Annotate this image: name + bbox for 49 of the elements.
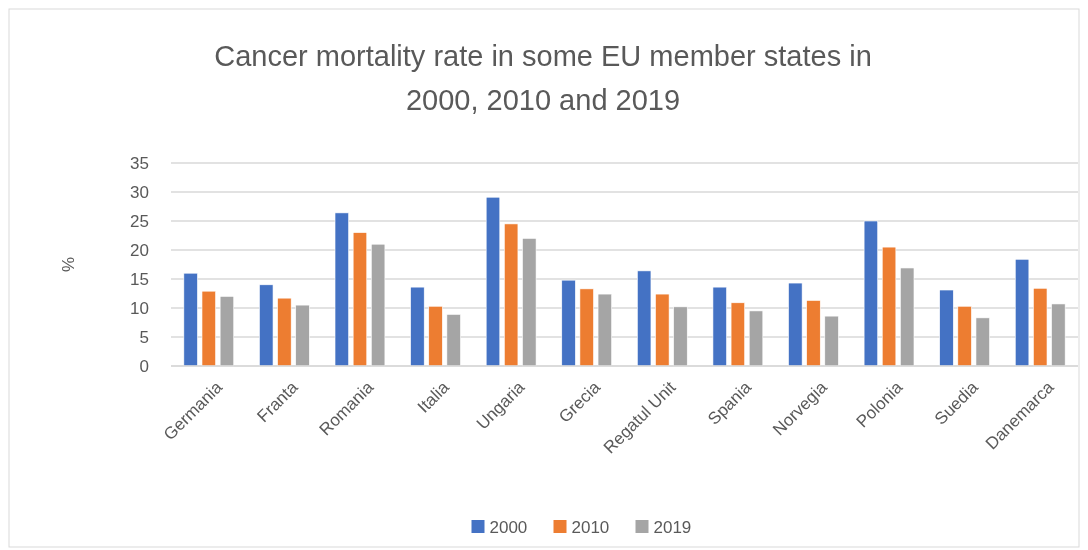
- bar: [730, 302, 745, 367]
- bar: [957, 305, 972, 367]
- legend-label: 2019: [653, 517, 692, 537]
- bar: [900, 267, 915, 367]
- bar: [428, 305, 443, 367]
- bar: [673, 306, 688, 367]
- bar: [806, 300, 821, 367]
- bar: [504, 223, 519, 367]
- bar: [183, 272, 198, 367]
- y-tick-label: 10: [130, 298, 149, 318]
- y-tick-label: 25: [130, 211, 149, 231]
- bar: [748, 310, 764, 367]
- bar: [637, 270, 652, 367]
- y-tick-label: 20: [130, 240, 149, 260]
- bar: [410, 286, 425, 367]
- bar: [975, 317, 990, 367]
- bar: [1051, 303, 1066, 367]
- bar: [485, 196, 501, 367]
- bar: [579, 288, 594, 367]
- bar: [371, 243, 386, 367]
- y-tick-label: 0: [139, 356, 149, 376]
- bar: [201, 290, 216, 367]
- bar: [334, 212, 349, 367]
- bar: [712, 286, 727, 367]
- bar: [863, 220, 878, 367]
- y-tick-label: 5: [139, 327, 149, 347]
- bar: [446, 314, 461, 367]
- bar: [824, 315, 839, 367]
- bar: [597, 293, 612, 367]
- chart-title: Cancer mortality rate in some EU member states in 2000, 2010 and 2019: [214, 40, 872, 116]
- bar: [561, 279, 576, 367]
- bar: [655, 293, 670, 367]
- bar: [219, 296, 235, 367]
- legend-label: 2000: [489, 517, 528, 537]
- bar: [1033, 287, 1048, 367]
- bar: [352, 232, 368, 367]
- legend-label: 2010: [571, 517, 610, 537]
- bar: [277, 297, 292, 367]
- y-tick-label: 30: [130, 182, 149, 202]
- bar: [939, 289, 954, 367]
- bar: [259, 284, 274, 367]
- bar: [295, 304, 310, 367]
- y-tick-label: 35: [130, 153, 149, 173]
- bar: [881, 246, 897, 367]
- y-axis-title: %: [59, 256, 78, 273]
- bar: [788, 282, 803, 367]
- bar: [522, 238, 537, 367]
- y-tick-label: 15: [130, 269, 149, 289]
- bar: [1014, 258, 1030, 367]
